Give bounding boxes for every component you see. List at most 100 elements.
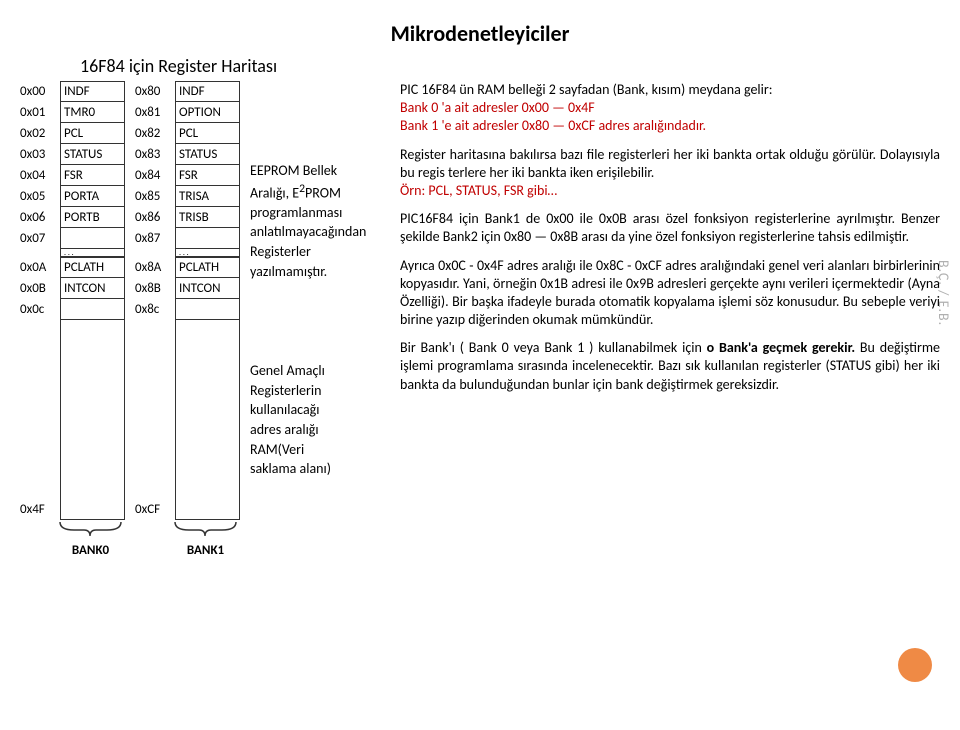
addr-cell: 0xCF	[135, 499, 175, 520]
name-cell: TMR0	[60, 102, 125, 123]
addr-cell: 0x85	[135, 186, 175, 207]
table-row: 0x02PCL	[20, 123, 125, 144]
annot-line: Registerlerin	[250, 382, 321, 399]
bank0-column: 0x00INDF0x01TMR00x02PCL0x03STATUS0x04FSR…	[20, 81, 125, 558]
addr-cell: 0x81	[135, 102, 175, 123]
name-cell	[175, 228, 240, 249]
name-cell: INDF	[60, 81, 125, 102]
name-cell: PORTB	[60, 207, 125, 228]
p1c: Bank 1 'e ait adresler 0x80 — 0xCF adres…	[400, 117, 706, 134]
table-row: 0x0BINTCON	[20, 278, 125, 299]
brace-icon	[58, 520, 123, 538]
name-cell: PCL	[175, 123, 240, 144]
annotations-column: EEPROM Bellek Aralığı, E2PROM programlan…	[250, 81, 390, 558]
brace-icon	[173, 520, 238, 538]
table-row: 0x0APCLATH	[20, 257, 125, 278]
annot-line: Registerler	[250, 243, 311, 260]
addr-cell: 0x00	[20, 81, 60, 102]
addr-cell: 0x07	[20, 228, 60, 249]
name-cell: TRISA	[175, 186, 240, 207]
table-row: 0x82PCL	[135, 123, 240, 144]
text-column: PIC 16F84 ün RAM belleği 2 sayfadan (Ban…	[400, 81, 940, 558]
annot-line: EEPROM Bellek	[250, 162, 337, 179]
annot-line: saklama alanı)	[250, 460, 331, 477]
annot-line: yazılmamıştır.	[250, 263, 327, 280]
p2: Register haritasına bakılırsa bazı file …	[400, 146, 940, 181]
p4: Ayrıca 0x0C - 0x4F adres aralığı ile 0x8…	[400, 257, 940, 330]
table-row: 0x83STATUS	[135, 144, 240, 165]
p3: PIC16F84 için Bank1 de 0x00 ile 0x0B ara…	[400, 210, 940, 246]
addr-cell: 0x05	[20, 186, 60, 207]
bank1-column: 0x80INDF0x81OPTION0x82PCL0x83STATUS0x84F…	[135, 81, 240, 558]
addr-cell: 0x8B	[135, 278, 175, 299]
name-cell: FSR	[175, 165, 240, 186]
orange-dot-decoration	[898, 648, 932, 682]
name-cell: STATUS	[175, 144, 240, 165]
addr-cell: 0x8c	[135, 299, 175, 320]
addr-cell: 0x84	[135, 165, 175, 186]
p2e: Örn: PCL, STATUS, FSR gibi…	[400, 182, 557, 199]
annot-line: RAM(Veri	[250, 441, 304, 458]
addr-cell: 0x0c	[20, 299, 60, 320]
name-cell: INDF	[175, 81, 240, 102]
annot-line: PROM	[305, 184, 341, 201]
name-cell: INTCON	[60, 278, 125, 299]
table-row: 0x04FSR	[20, 165, 125, 186]
addr-cell: 0x01	[20, 102, 60, 123]
name-cell: PCLATH	[60, 257, 125, 278]
table-row: 0x87	[135, 228, 240, 249]
table-row: 0x00INDF	[20, 81, 125, 102]
name-cell: OPTION	[175, 102, 240, 123]
p1a: PIC 16F84 ün RAM belleği 2 sayfadan (Ban…	[400, 81, 772, 98]
table-row: 0x07	[20, 228, 125, 249]
addr-cell: 0x03	[20, 144, 60, 165]
annot-line: Genel Amaçlı	[250, 362, 325, 379]
table-row: 0x8APCLATH	[135, 257, 240, 278]
table-row: 0x8c	[135, 299, 240, 320]
addr-cell: 0x83	[135, 144, 175, 165]
addr-cell: 0x8A	[135, 257, 175, 278]
addr-cell: 0x0A	[20, 257, 60, 278]
name-cell: TRISB	[175, 207, 240, 228]
addr-cell: 0x06	[20, 207, 60, 228]
name-cell: PCL	[60, 123, 125, 144]
watermark: B.Ç. / E.B.	[935, 260, 952, 326]
annot-line: programlanması	[250, 204, 342, 221]
gap-cell: . . .	[175, 249, 240, 257]
p5a: Bir Bank'ı ( Bank 0 veya Bank 1 ) kullan…	[400, 339, 707, 356]
table-row: 0x03STATUS	[20, 144, 125, 165]
table-row: 0x01TMR0	[20, 102, 125, 123]
annot-line: anlatılmayacağından	[250, 223, 366, 240]
name-cell: STATUS	[60, 144, 125, 165]
bank1-label: BANK1	[187, 543, 224, 558]
gap-cell: . . .	[60, 249, 125, 257]
addr-cell: 0x0B	[20, 278, 60, 299]
addr-cell: 0x4F	[20, 499, 60, 520]
page-title: Mikrodenetleyiciler	[20, 20, 940, 47]
tall-cell	[60, 320, 125, 520]
table-row: 0x06PORTB	[20, 207, 125, 228]
table-row: 0x80INDF	[135, 81, 240, 102]
table-row: 0x8BINTCON	[135, 278, 240, 299]
table-row: 0x84FSR	[135, 165, 240, 186]
table-row: 0x05PORTA	[20, 186, 125, 207]
addr-cell: 0x87	[135, 228, 175, 249]
table-row: 0x85TRISA	[135, 186, 240, 207]
table-row: 0x81OPTION	[135, 102, 240, 123]
name-cell	[60, 228, 125, 249]
name-cell	[60, 299, 125, 320]
p1b: Bank 0 'a ait adresler 0x00 — 0x4F	[400, 99, 595, 116]
tall-cell	[175, 320, 240, 520]
table-row: 0x86TRISB	[135, 207, 240, 228]
annot-line: adres aralığı	[250, 421, 319, 438]
page-subtitle: 16F84 için Register Haritası	[80, 55, 940, 77]
addr-cell: 0x86	[135, 207, 175, 228]
bank0-label: BANK0	[72, 543, 109, 558]
name-cell: INTCON	[175, 278, 240, 299]
table-row: 0x0c	[20, 299, 125, 320]
name-cell: PORTA	[60, 186, 125, 207]
annot-line: kullanılacağı	[250, 401, 319, 418]
name-cell	[175, 299, 240, 320]
name-cell: FSR	[60, 165, 125, 186]
addr-cell: 0x82	[135, 123, 175, 144]
